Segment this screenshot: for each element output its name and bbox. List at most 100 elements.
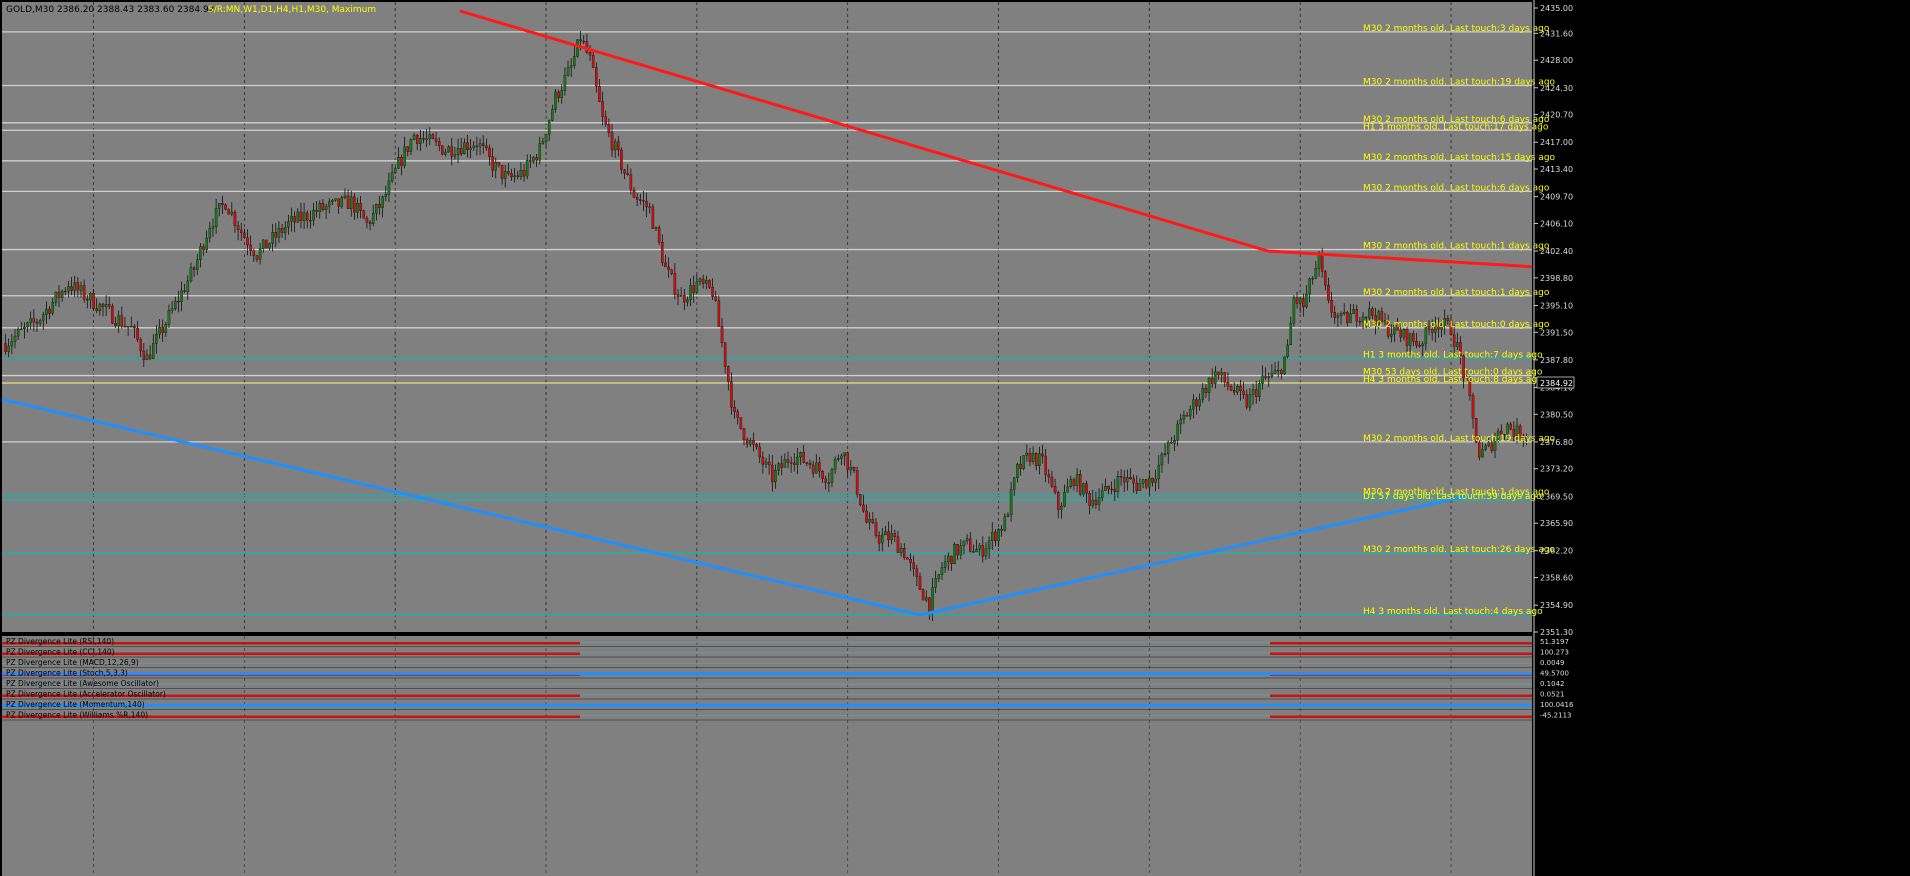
candle-body [1412,333,1415,342]
candle-body [180,290,183,302]
candle-body [1481,449,1484,458]
candle-body [1289,323,1293,346]
oscillator-value: -45.2113 [1540,712,1571,720]
candle-body [199,246,202,260]
candle-body [422,138,425,140]
candle-body [881,534,884,544]
candle-body [717,300,721,327]
candle-body [903,548,906,559]
candle-body [859,494,862,506]
candle-body [1182,415,1186,420]
candle-body [469,147,472,150]
candle-body [76,282,80,291]
candle-body [1440,325,1443,330]
candle-body [1352,309,1355,314]
candle-body [1075,474,1079,486]
candle-body [1264,375,1267,378]
candle-body [862,504,865,512]
candle-body [123,326,127,328]
candle-body [503,171,507,179]
candle-body [1449,320,1453,336]
candle-body [978,545,981,550]
candle-body [1434,324,1437,333]
sr-level-label: M30 2 months old. Last touch:1 days ago [1363,488,1550,498]
candle-body [324,206,328,210]
candle-body [415,134,419,144]
candle-body [1503,434,1506,436]
candle-body [126,326,130,328]
candle-body [1333,312,1337,318]
candle-body [459,148,463,155]
candle-body [1320,254,1324,272]
candle-body [1280,369,1283,374]
candle-body [1405,329,1409,346]
candle-body [1163,453,1167,455]
candle-body [739,417,743,429]
oscillator-panel: PZ Divergence Lite (RSI,140) 51.3197 PZ Di… [2,637,1574,721]
oscillator-value: 100.273 [1540,649,1569,657]
candle-body [1283,356,1286,374]
candle-body [720,326,724,343]
candle-body [453,154,457,157]
oscillator-value: 0.0521 [1540,691,1565,699]
candle-body [752,440,755,445]
candle-body [651,206,655,229]
candle-body [824,478,827,483]
candle-body [346,195,350,210]
candle-body [497,162,501,166]
candle-body [1207,377,1211,394]
candle-body [29,318,32,323]
candle-body [601,101,604,117]
candle-body [152,343,155,359]
candle-body [774,470,777,483]
candle-body [947,555,950,563]
candle-body [35,321,39,324]
candle-body [569,65,573,68]
candle-body [365,217,369,223]
candle-body [268,243,271,249]
candle-body [205,237,208,251]
candle-body [1176,423,1179,441]
candle-body [340,197,344,207]
candle-body [1185,415,1189,417]
candle-body [1408,333,1412,346]
candle-body [1138,483,1142,491]
candle-body [1248,394,1252,408]
candle-body [1377,311,1380,325]
candle-body [934,578,937,588]
candle-body [984,548,988,557]
candle-body [167,310,171,325]
candle-body [849,467,853,470]
candle-body [280,228,284,233]
candle-body [1022,455,1025,469]
candle-body [657,227,661,243]
candle-body [632,189,636,198]
candle-body [626,172,629,176]
candle-body [727,366,730,382]
candle-body [1254,389,1258,397]
candle-body [661,242,664,264]
price-tick-label: 2387.80 [1540,356,1573,365]
candle-body [692,285,695,293]
trendline-red [459,9,1269,253]
candle-body [547,120,551,135]
candle-body [959,545,963,556]
candle-body [1276,369,1280,372]
candle-body [136,327,139,340]
price-tick-label: 2395.10 [1540,301,1573,310]
candle-body [525,160,529,177]
candle-body [32,318,36,323]
candle-body [582,40,585,43]
candle-body [108,304,111,307]
candle-body [689,285,692,300]
sr-level-label: M30 2 months old. Last touch:19 days ago [1363,78,1556,88]
candle-body [1094,499,1098,505]
candle-body [1047,474,1051,478]
candle-body [899,548,903,553]
oscillator-value: 51.3197 [1540,638,1569,646]
candle-body [742,428,746,440]
candle-body [1443,318,1446,326]
candle-body [1393,325,1396,335]
oscillator-label: PZ Divergence Lite (Williams %R,140) [6,711,148,720]
